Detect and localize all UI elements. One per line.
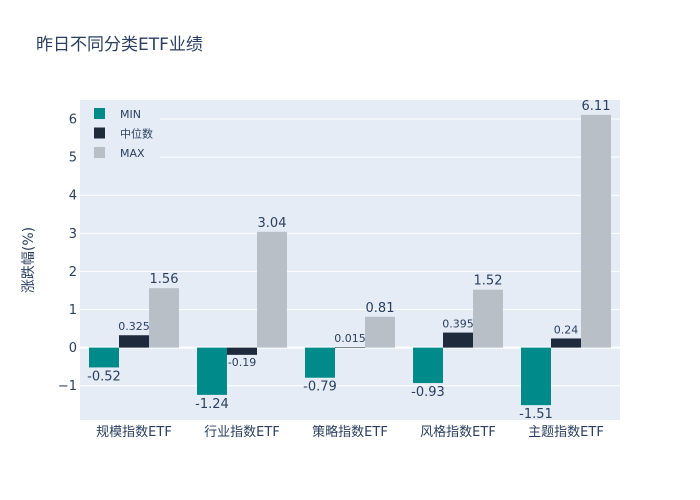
bar[interactable]: [119, 335, 149, 348]
bar[interactable]: [581, 114, 611, 348]
bar[interactable]: [473, 289, 503, 348]
chart-title: 昨日不同分类ETF业绩: [36, 35, 203, 55]
y-axis-ticks: −1 0 1 2 3 4 5 6: [58, 113, 77, 395]
legend-swatch[interactable]: [94, 108, 105, 119]
bar-value-label: -0.52: [87, 369, 121, 384]
bar[interactable]: [305, 347, 335, 378]
bar-value-label: 3.04: [258, 216, 287, 231]
bar-value-label: 6.11: [582, 99, 611, 114]
y-tick-label: 2: [69, 265, 77, 280]
bar[interactable]: [227, 347, 257, 355]
x-tick-label: 策略指数ETF: [312, 424, 388, 440]
bar-value-label: -0.19: [228, 356, 256, 369]
bar[interactable]: [197, 347, 227, 395]
bar-value-label: 0.81: [366, 301, 395, 316]
bar[interactable]: [365, 316, 395, 348]
legend-swatch[interactable]: [94, 147, 105, 158]
bar-value-label: 0.325: [118, 320, 150, 333]
bars: [89, 114, 611, 406]
y-tick-label: −1: [58, 379, 77, 394]
bar-value-label: -1.51: [519, 407, 553, 422]
y-tick-label: 5: [69, 151, 77, 166]
bar-value-label: 0.24: [554, 323, 579, 336]
bar-value-label: 1.56: [150, 272, 179, 287]
y-tick-label: 3: [69, 227, 77, 242]
bar[interactable]: [89, 347, 119, 368]
legend[interactable]: MIN 中位数 MAX: [80, 100, 160, 166]
bar-value-label: 1.52: [474, 274, 503, 289]
bar-value-label: -1.24: [195, 397, 229, 412]
bar-value-label: -0.79: [303, 380, 337, 395]
y-axis-title: 涨跌幅(%): [21, 227, 37, 293]
bar[interactable]: [443, 332, 473, 348]
bar[interactable]: [551, 338, 581, 348]
legend-background: [80, 100, 160, 166]
y-tick-label: 1: [69, 303, 77, 318]
y-tick-label: 6: [69, 113, 77, 128]
bar[interactable]: [521, 347, 551, 406]
x-tick-label: 规模指数ETF: [96, 425, 172, 440]
bar[interactable]: [149, 288, 179, 348]
x-tick-label: 主题指数ETF: [528, 425, 604, 440]
x-axis-ticks: 规模指数ETF 行业指数ETF 策略指数ETF 风格指数ETF 主题指数ETF: [96, 424, 604, 440]
y-tick-label: 4: [69, 189, 77, 204]
bar-value-label: 0.015: [334, 332, 366, 345]
bar[interactable]: [413, 347, 443, 384]
data-labels: -0.52 0.325 1.56 -1.24 -0.19 3.04 -0.79 0.015 0.…: [87, 99, 610, 422]
bar-value-label: -0.93: [411, 385, 445, 400]
x-tick-label: 风格指数ETF: [420, 424, 496, 440]
y-tick-label: 0: [69, 341, 77, 356]
legend-label: 中位数: [120, 127, 153, 141]
bar[interactable]: [257, 231, 287, 348]
bar[interactable]: [335, 347, 365, 348]
x-tick-label: 行业指数ETF: [204, 425, 280, 440]
legend-label: MIN: [120, 108, 141, 121]
gridlines: [80, 118, 620, 387]
bar-value-label: 0.395: [442, 318, 474, 331]
legend-label: MAX: [120, 147, 145, 160]
legend-swatch[interactable]: [94, 127, 105, 139]
